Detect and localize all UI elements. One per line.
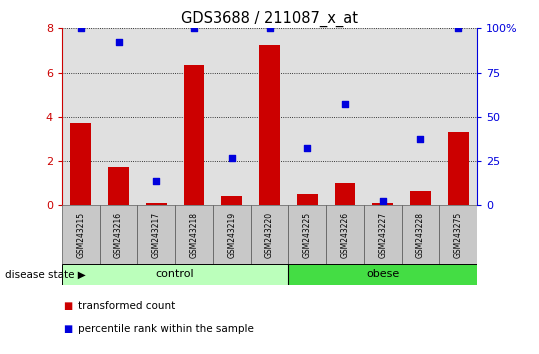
Text: GSM243227: GSM243227 (378, 211, 387, 258)
Text: control: control (156, 269, 195, 279)
Bar (137, 205, 175, 264)
Text: ■: ■ (63, 301, 72, 311)
Bar (259, 45, 280, 205)
Text: GSM243218: GSM243218 (190, 212, 198, 257)
Bar (326, 205, 364, 264)
Bar (402, 205, 439, 264)
Point (378, 198, 387, 204)
Text: GSM243216: GSM243216 (114, 211, 123, 258)
Text: percentile rank within the sample: percentile rank within the sample (78, 324, 254, 334)
Bar (213, 205, 251, 264)
Bar (222, 196, 242, 205)
Title: GDS3688 / 211087_x_at: GDS3688 / 211087_x_at (181, 11, 358, 27)
Bar (184, 65, 204, 205)
Bar (251, 205, 288, 264)
Point (265, 25, 274, 31)
Bar (372, 203, 393, 205)
Text: GSM243275: GSM243275 (454, 211, 462, 258)
Bar (448, 132, 468, 205)
Point (190, 25, 198, 31)
Point (454, 25, 462, 31)
Text: transformed count: transformed count (78, 301, 175, 311)
Bar (410, 191, 431, 205)
Bar (146, 203, 167, 205)
Point (227, 155, 236, 161)
Bar (175, 205, 213, 264)
Text: GSM243219: GSM243219 (227, 211, 236, 258)
Bar (364, 205, 402, 264)
Text: GSM243217: GSM243217 (152, 211, 161, 258)
Bar (108, 167, 129, 205)
Bar (62, 205, 100, 264)
Point (341, 101, 349, 107)
Point (152, 178, 161, 184)
Text: obese: obese (366, 269, 399, 279)
Bar (288, 205, 326, 264)
Bar (288, 264, 477, 285)
Bar (62, 264, 288, 285)
Bar (71, 124, 91, 205)
Text: GSM243225: GSM243225 (303, 211, 312, 258)
Point (303, 145, 312, 151)
Point (416, 136, 425, 142)
Bar (439, 205, 477, 264)
Bar (297, 194, 317, 205)
Text: disease state ▶: disease state ▶ (5, 269, 86, 279)
Text: ■: ■ (63, 324, 72, 334)
Text: GSM243228: GSM243228 (416, 212, 425, 257)
Bar (335, 183, 355, 205)
Point (114, 39, 123, 45)
Text: GSM243220: GSM243220 (265, 211, 274, 258)
Text: GSM243226: GSM243226 (341, 211, 349, 258)
Text: GSM243215: GSM243215 (77, 211, 85, 258)
Point (77, 25, 85, 31)
Bar (100, 205, 137, 264)
